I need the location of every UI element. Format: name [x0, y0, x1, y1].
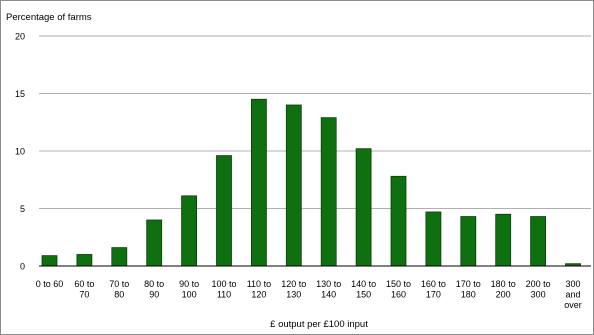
x-category-label-line: 100 to — [211, 279, 236, 289]
x-category-label: 120 to 130 — [281, 279, 306, 300]
x-category-label-line: 140 — [321, 290, 336, 300]
x-category-label: 130 to 140 — [316, 279, 341, 300]
x-category-label: 170 to 180 — [456, 279, 481, 300]
y-axis-ticks: 0 5 10 15 20 — [15, 32, 25, 272]
bar — [530, 216, 546, 267]
x-category-label-line: over — [564, 300, 582, 310]
bar — [76, 254, 93, 267]
bars — [41, 98, 581, 267]
bar — [320, 117, 337, 267]
x-category-label-line: 90 to — [179, 279, 199, 289]
bar — [460, 216, 477, 267]
x-category-label-line: 110 — [217, 290, 231, 300]
x-category-label: 60 to 70 — [74, 279, 94, 300]
x-category-label-line: 140 to — [351, 279, 376, 289]
x-category-label: 110 to 120 — [247, 279, 271, 300]
x-category-label-line: 300 — [565, 279, 580, 289]
bar — [41, 255, 58, 267]
y-tick-label: 15 — [15, 89, 25, 99]
y-tick-label: 20 — [15, 32, 25, 42]
x-category-label-line: 80 — [114, 290, 124, 300]
bar — [355, 148, 372, 267]
x-category-label: 200 to 300 — [526, 279, 551, 300]
bar — [390, 175, 407, 267]
x-category-label-line: 200 — [496, 290, 511, 300]
x-category-label: 100 to 110 — [211, 279, 236, 300]
bar — [495, 213, 512, 267]
x-category-label-line: 100 — [182, 290, 197, 300]
x-category-label-line: 200 to — [526, 279, 551, 289]
x-category-label-line: 120 to — [281, 279, 306, 289]
x-category-label: 160 to 170 — [421, 279, 446, 300]
x-category-label: 140 to 150 — [351, 279, 376, 300]
bar — [181, 195, 198, 267]
x-category-label-line: 70 to — [109, 279, 129, 289]
x-category-label-line: 180 — [461, 290, 476, 300]
x-category-label-line: 180 to — [491, 279, 516, 289]
x-category-label-line: 70 — [79, 290, 89, 300]
bar — [111, 247, 128, 267]
x-axis-categories: 0 to 60 60 to 70 70 to 80 80 to 90 90 to 100 100 … — [36, 279, 582, 310]
x-category-label-line: 110 to — [247, 279, 271, 289]
x-axis-title: £ output per £100 input — [270, 319, 368, 330]
x-category-label-line: 300 — [531, 290, 546, 300]
x-category-label-line: 170 — [426, 290, 441, 300]
x-category-label: 150 to 160 — [386, 279, 411, 300]
y-axis-title: Percentage of farms — [6, 12, 92, 23]
y-tick-label: 5 — [20, 204, 25, 214]
y-tick-label: 10 — [15, 147, 25, 157]
x-category-label-line: 150 to — [386, 279, 411, 289]
x-category-label-line: and — [565, 290, 580, 300]
x-category-label-line: 60 to — [74, 279, 94, 289]
x-category-label-line: 160 — [391, 290, 406, 300]
x-category-label: 70 to 80 — [109, 279, 129, 300]
x-category-label: 90 to 100 — [179, 279, 199, 300]
bar — [250, 98, 267, 267]
x-category-label-line: 150 — [356, 290, 371, 300]
gridlines — [39, 35, 591, 209]
x-category-label: 180 to 200 — [491, 279, 516, 300]
bar — [216, 155, 232, 267]
x-category-label-line: 130 — [286, 290, 301, 300]
x-category-label-line: 0 to 60 — [36, 279, 64, 289]
x-category-label: 300 and over — [564, 279, 582, 310]
x-category-label-line: 90 — [149, 290, 159, 300]
x-category-label-line: 120 — [251, 290, 266, 300]
bar — [146, 219, 163, 267]
x-category-label-line: 130 to — [316, 279, 341, 289]
x-category-label-line: 160 to — [421, 279, 446, 289]
x-category-label-line: 170 to — [456, 279, 481, 289]
y-tick-label: 0 — [20, 262, 25, 272]
x-category-label: 80 to 90 — [144, 279, 164, 300]
x-category-label: 0 to 60 — [36, 279, 64, 289]
x-category-label-line: 80 to — [144, 279, 164, 289]
bar — [285, 104, 302, 267]
bar — [425, 211, 442, 267]
